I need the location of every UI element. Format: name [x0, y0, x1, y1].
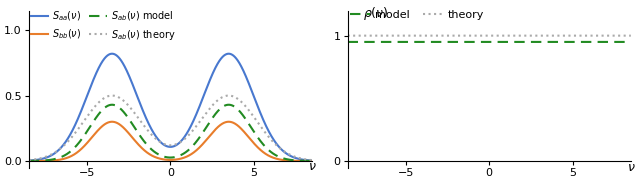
- Text: $\rho(\nu)$: $\rho(\nu)$: [363, 5, 388, 22]
- Text: $\nu$: $\nu$: [627, 161, 636, 174]
- Legend: $S_{aa}(\nu)$, $S_{bb}(\nu)$, $S_{ab}(\nu)$ model, $S_{ab}(\nu)$ theory: $S_{aa}(\nu)$, $S_{bb}(\nu)$, $S_{ab}(\n…: [31, 9, 175, 42]
- Legend: model, theory: model, theory: [350, 10, 484, 20]
- Text: $\nu$: $\nu$: [308, 160, 317, 173]
